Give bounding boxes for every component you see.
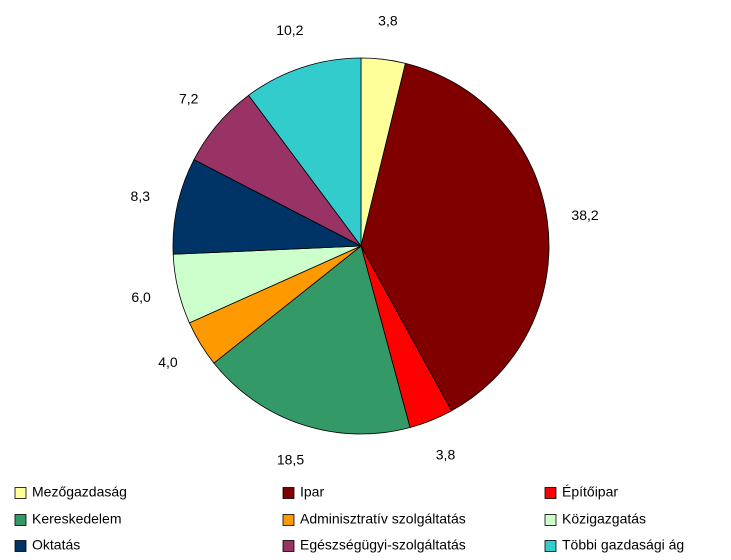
legend-label: Kereskedelem (32, 511, 122, 527)
legend-swatch (544, 514, 557, 526)
data-label: 38,2 (571, 207, 598, 223)
data-label: 4,0 (158, 354, 178, 370)
data-label: 3,8 (436, 446, 456, 462)
data-label: 6,0 (131, 289, 151, 305)
legend-swatch (14, 514, 27, 526)
legend-label: Oktatás (32, 537, 80, 553)
data-label: 18,5 (277, 451, 304, 467)
legend-label: Ipar (300, 484, 324, 500)
pie-slice (248, 57, 362, 248)
data-label: 3,8 (378, 12, 398, 28)
legend-swatch (14, 487, 27, 499)
pie-slice (172, 159, 363, 255)
legend-swatch (14, 540, 27, 552)
legend-swatch (544, 487, 557, 499)
legend-label: Egészségügyi-szolgáltatás (300, 537, 466, 553)
legend-label: Mezőgazdaság (32, 484, 127, 500)
legend-label: Közigazgatás (562, 511, 646, 527)
data-label: 10,2 (276, 22, 303, 38)
legend-label: Adminisztratív szolgáltatás (300, 511, 466, 527)
legend-swatch (282, 540, 295, 552)
legend-swatch (544, 540, 557, 552)
data-label: 7,2 (179, 90, 199, 106)
pie-slice (360, 62, 550, 412)
pie-slice (213, 245, 411, 435)
data-label: 8,3 (131, 188, 151, 204)
legend-swatch (282, 514, 295, 526)
legend-swatch (282, 487, 295, 499)
legend-label: Építőipar (562, 484, 618, 500)
legend-label: Többi gazdasági ág (562, 537, 684, 553)
